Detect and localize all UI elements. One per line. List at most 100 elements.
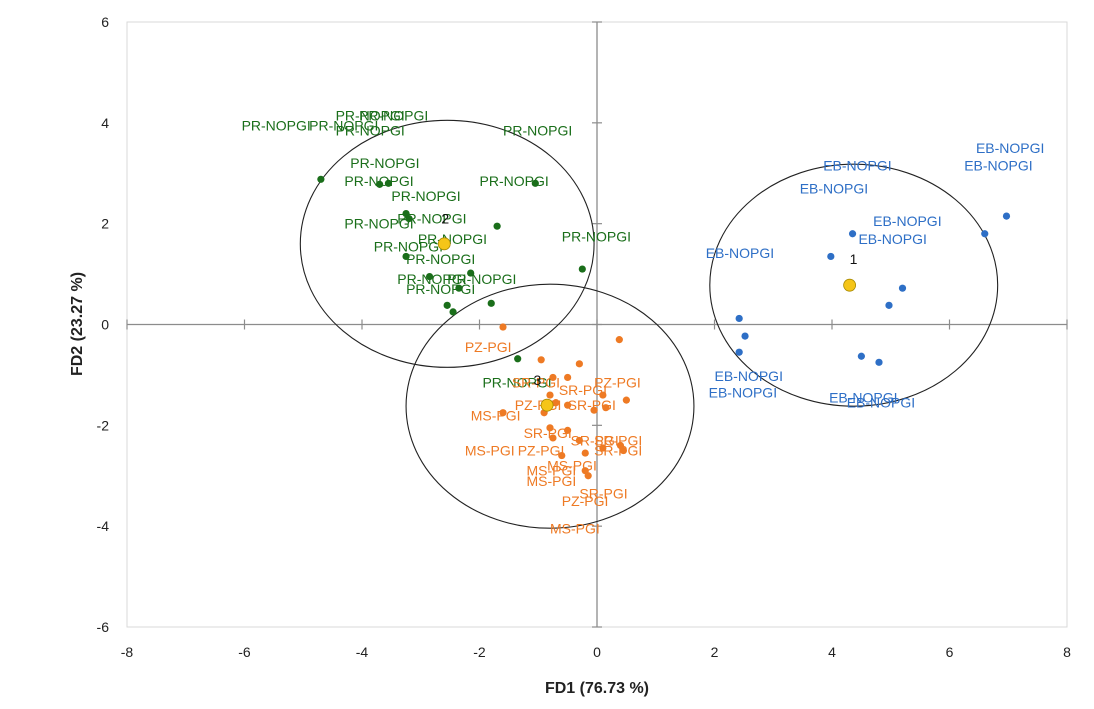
- point-label: SR-PGI: [594, 443, 642, 459]
- centroid-marker: [540, 398, 554, 412]
- point-label: EB-NOPGI: [823, 158, 891, 174]
- data-point: [1002, 212, 1011, 220]
- data-point: [405, 215, 413, 223]
- centroid-marker: [437, 237, 451, 251]
- data-point: [549, 373, 557, 382]
- data-point: [546, 424, 554, 432]
- data-point: [857, 352, 865, 360]
- y-tick-label: 2: [101, 216, 109, 232]
- data-point: [602, 404, 610, 412]
- data-point: [581, 449, 589, 457]
- point-label: EB-NOPGI: [829, 390, 897, 406]
- point-label: MS-PGI: [471, 407, 521, 423]
- data-point: [848, 230, 857, 238]
- data-point: [564, 401, 572, 409]
- data-point: [622, 396, 630, 404]
- data-point: [564, 426, 572, 434]
- point-label: MS-PGI: [527, 463, 577, 479]
- point-label: PR-NOPGI: [562, 228, 631, 244]
- data-point: [467, 269, 475, 277]
- data-points: [317, 175, 1011, 480]
- point-label: PR-NOPGI: [397, 211, 466, 227]
- point-label: MS-PGI: [547, 458, 597, 474]
- data-point: [584, 472, 592, 480]
- point-label: EB-NOPGI: [976, 140, 1044, 156]
- data-point: [487, 299, 495, 307]
- y-tick-label: 6: [101, 14, 109, 30]
- cluster-number-label: 1: [850, 251, 858, 267]
- point-label: EB-NOPGI: [858, 231, 926, 247]
- point-label: PR-NOPGI: [344, 216, 413, 232]
- data-point: [619, 446, 628, 455]
- data-point: [735, 314, 743, 323]
- data-point: [599, 444, 607, 452]
- point-label: PR-NOPGI: [480, 173, 549, 189]
- data-point: [549, 434, 557, 442]
- centroid-marker: [843, 278, 857, 292]
- cluster-number-label: 3: [534, 372, 542, 388]
- x-tick-label: 4: [828, 644, 836, 660]
- point-label: PR-NOPGI: [391, 188, 460, 204]
- data-point: [885, 301, 893, 309]
- x-tick-label: -4: [356, 644, 369, 660]
- point-label: PZ-PGI: [518, 443, 565, 459]
- point-label: EB-NOPGI: [709, 385, 777, 401]
- data-point: [827, 252, 835, 261]
- point-label: PR-NOPGI: [336, 122, 405, 138]
- point-label: EB-NOPGI: [847, 395, 915, 411]
- data-point: [443, 301, 451, 309]
- data-point: [499, 323, 507, 331]
- data-point: [384, 179, 393, 187]
- data-point: [558, 451, 566, 460]
- cluster-number-label: 2: [441, 211, 449, 227]
- point-label: MS-PGI: [550, 521, 600, 537]
- point-label: PR-NOPGI: [447, 271, 516, 287]
- data-point: [578, 265, 586, 273]
- point-label: MS-PGI: [465, 443, 515, 459]
- x-tick-label: 6: [946, 644, 954, 660]
- x-tick-label: -8: [121, 644, 134, 660]
- point-label: PR-NOPGI: [359, 107, 428, 123]
- data-point: [317, 175, 325, 183]
- data-point: [402, 252, 410, 261]
- point-label: SR-PGI: [571, 432, 619, 448]
- point-label: PR-NOPGI: [397, 271, 466, 287]
- point-label: PR-NOPGI: [503, 122, 572, 138]
- cluster-ellipse-3: [405, 283, 695, 529]
- data-point: [735, 348, 743, 356]
- data-point: [531, 179, 539, 187]
- y-tick-label: 4: [101, 115, 109, 131]
- data-point: [599, 391, 607, 399]
- point-label: MS-PGI: [527, 473, 577, 489]
- y-tick-label: -4: [97, 518, 110, 534]
- data-point: [449, 308, 457, 316]
- point-label: SR-PGI: [568, 397, 616, 413]
- point-label: SR-PGI: [559, 382, 607, 398]
- point-label: PR-NOPGI: [482, 374, 551, 390]
- point-label: EB-NOPGI: [706, 245, 774, 261]
- data-point: [615, 336, 623, 344]
- y-tick-label: -6: [97, 619, 110, 635]
- point-labels: EB-NOPGIEB-NOPGIEB-NOPGIEB-NOPGIEB-NOPGI…: [242, 107, 1045, 536]
- point-label: SR-PGI: [594, 432, 642, 448]
- data-point: [741, 332, 749, 340]
- data-point: [537, 356, 545, 364]
- point-label: PR-NOPGI: [242, 117, 311, 133]
- point-label: PZ-PGI: [562, 493, 609, 509]
- y-axis-title: FD2 (23.27 %): [69, 272, 86, 376]
- data-point: [575, 436, 583, 445]
- data-point: [552, 399, 560, 407]
- data-point: [981, 230, 989, 238]
- point-label: PR-NOPGI: [344, 173, 413, 189]
- cluster-ellipse-1: [709, 163, 999, 407]
- x-tick-label: 8: [1063, 644, 1071, 660]
- data-point: [875, 358, 883, 366]
- data-point: [425, 273, 434, 281]
- x-axis-title: FD1 (76.73 %): [545, 680, 649, 697]
- cluster-ellipse-2: [299, 119, 595, 368]
- centroids: 1 2 3: [437, 211, 858, 412]
- y-tick-label: -2: [97, 417, 110, 433]
- point-label: PZ-PGI: [465, 339, 512, 355]
- point-label: EB-NOPGI: [873, 213, 941, 229]
